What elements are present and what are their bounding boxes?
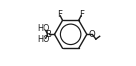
Text: B: B [45, 30, 51, 39]
Text: HO: HO [37, 24, 50, 33]
Text: O: O [88, 30, 95, 39]
Text: HO: HO [37, 35, 50, 44]
Text: F: F [79, 10, 84, 19]
Text: F: F [57, 10, 62, 19]
